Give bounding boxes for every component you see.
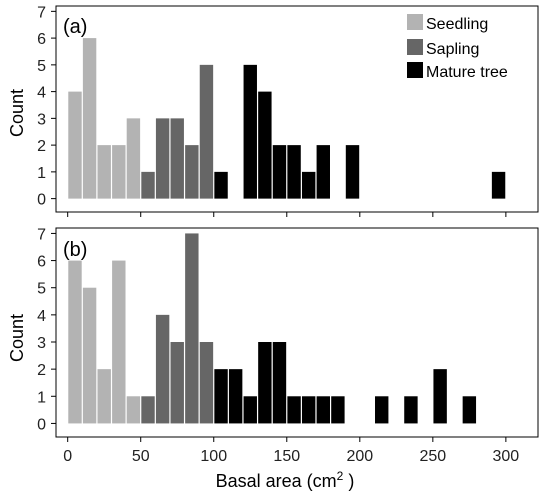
panel-b-bar-85 [185, 233, 199, 424]
legend-label-seedling: Seedling [426, 16, 488, 33]
panel-a-frame [55, 5, 539, 213]
x-tick-label-200: 200 [346, 448, 373, 465]
legend-label-mature-tree: Mature tree [426, 64, 508, 81]
panel-a-y-tick-label-3: 3 [37, 111, 46, 128]
panel-b-bar-215 [375, 396, 389, 424]
panel-b-bar-275 [462, 396, 477, 424]
panel-a-y-tick-label-7: 7 [37, 4, 46, 21]
panel-a-bar-45 [126, 118, 141, 199]
panel-a-bar-165 [301, 171, 316, 199]
panel-b-bar-115 [228, 369, 243, 424]
legend-swatch-sapling [407, 39, 423, 55]
panel-b-bar-155 [287, 396, 301, 424]
panel-b-bar-125 [243, 396, 257, 424]
panel-a-bar-5 [68, 91, 82, 199]
panel-b-bars [68, 233, 477, 424]
panel-b-bar-55 [141, 396, 155, 424]
x-tick-label-100: 100 [200, 448, 227, 465]
panel-a-bar-95 [199, 64, 214, 199]
panel-b: (b) 0 1 2 3 4 5 6 7 Count [7, 226, 539, 438]
x-axis-title-text: Basal area (cm [216, 471, 337, 491]
panel-b-bar-185 [331, 396, 345, 424]
panel-b-y-tick-label-2: 2 [37, 362, 46, 379]
panel-b-y-axis: 0 1 2 3 4 5 6 7 [37, 226, 56, 433]
legend-swatch-mature-tree [407, 62, 423, 78]
panel-a-bar-15 [82, 38, 97, 199]
panel-a-y-tick-label-0: 0 [37, 192, 46, 209]
panel-b-bar-105 [214, 369, 228, 424]
panel-a-y-axis: 0 1 2 3 4 5 6 7 [37, 4, 56, 209]
panel-a-bar-135 [258, 91, 272, 199]
panel-a: (a) 0 1 2 3 4 5 6 7 Seedling Sapling Mature tre… [7, 4, 539, 213]
panel-b-bar-235 [404, 396, 418, 424]
panel-b-frame [55, 227, 539, 438]
panel-b-y-tick-label-6: 6 [37, 254, 46, 271]
panel-a-y-tick-label-4: 4 [37, 85, 46, 102]
panel-a-y-tick-label-2: 2 [37, 138, 46, 155]
panel-a-bar-155 [287, 145, 301, 199]
panel-b-y-tick-label-0: 0 [37, 416, 46, 433]
x-tick-label-0: 0 [63, 448, 72, 465]
panel-a-bar-55 [141, 171, 155, 199]
panel-a-bar-145 [272, 145, 287, 199]
panel-a-bar-175 [316, 145, 330, 199]
panel-a-bar-105 [214, 171, 228, 199]
x-tick-label-150: 150 [273, 448, 300, 465]
panel-a-y-axis-title: Count [7, 89, 27, 137]
panel-b-bar-15 [82, 287, 97, 424]
panel-b-bar-175 [316, 396, 330, 424]
x-tick-label-250: 250 [419, 448, 446, 465]
legend: Seedling Sapling Mature tree [407, 14, 508, 81]
panel-b-y-tick-label-1: 1 [37, 389, 46, 406]
panel-a-bar-35 [112, 145, 126, 199]
panel-a-bar-295 [491, 171, 506, 199]
panel-b-bar-145 [272, 342, 287, 424]
panel-b-bar-35 [112, 260, 126, 424]
panel-b-y-tick-label-4: 4 [37, 308, 46, 325]
panel-a-y-tick-label-5: 5 [37, 58, 46, 75]
panel-b-bar-95 [199, 342, 214, 424]
panel-b-y-axis-title: Count [7, 314, 27, 362]
legend-swatch-seedling [407, 14, 423, 30]
panel-a-bar-85 [185, 145, 199, 199]
panel-b-y-tick-label-3: 3 [37, 335, 46, 352]
panel-a-bar-125 [243, 64, 257, 199]
panel-b-bar-165 [301, 396, 316, 424]
panel-b-y-tick-label-7: 7 [37, 226, 46, 243]
panel-a-y-tick-label-1: 1 [37, 165, 46, 182]
panel-a-bar-195 [345, 145, 360, 199]
x-axis-title-close: ) [343, 471, 354, 491]
panel-b-bar-65 [155, 314, 170, 424]
panel-a-bar-75 [170, 118, 184, 199]
panel-b-bar-45 [126, 396, 141, 424]
panel-b-bar-25 [97, 369, 111, 424]
panel-a-bar-25 [97, 145, 111, 199]
panel-a-bar-65 [155, 118, 170, 199]
x-tick-label-300: 300 [493, 448, 520, 465]
x-tick-label-50: 50 [132, 448, 150, 465]
panel-b-y-tick-label-5: 5 [37, 281, 46, 298]
legend-label-sapling: Sapling [426, 41, 479, 58]
panel-a-label: (a) [63, 16, 87, 38]
panel-a-y-tick-label-6: 6 [37, 31, 46, 48]
panel-b-bar-75 [170, 342, 184, 424]
panel-b-label: (b) [63, 239, 87, 261]
x-axis: 0 50 100 150 200 250 300 [63, 212, 519, 465]
panel-b-bar-5 [68, 260, 82, 424]
panel-b-bar-255 [433, 369, 447, 424]
panel-b-bar-135 [258, 342, 272, 424]
x-axis-title: Basal area (cm2 ) [216, 469, 355, 491]
panel-a-bars [68, 38, 506, 199]
x-axis-title-superscript: 2 [337, 469, 344, 483]
